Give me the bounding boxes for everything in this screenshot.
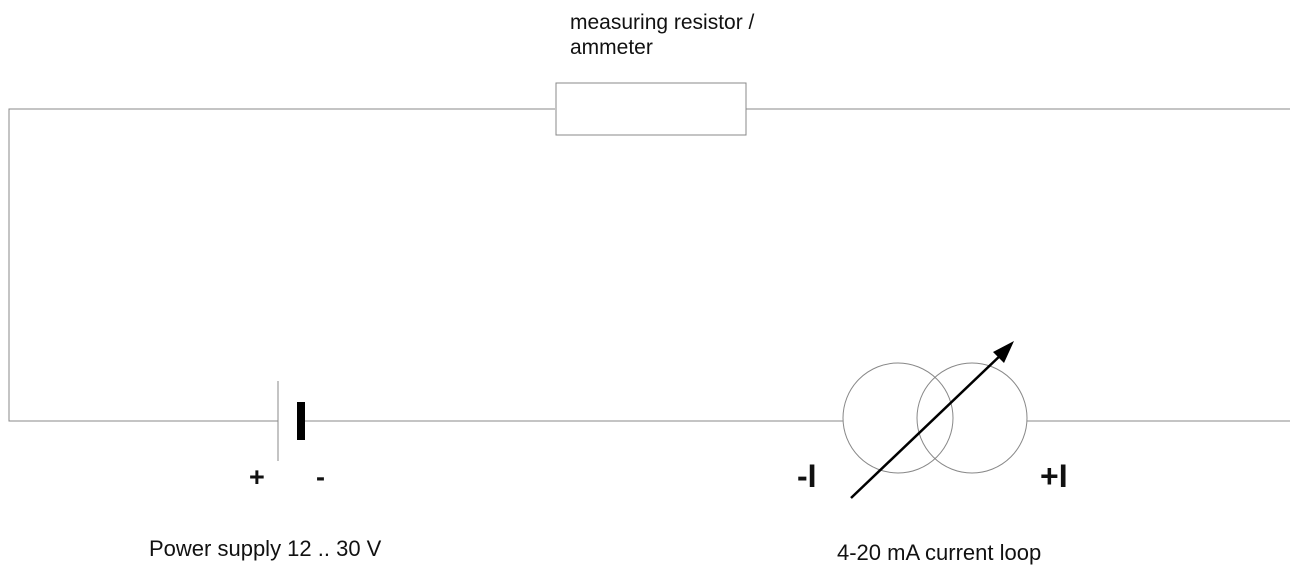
- adjustable-arrow-shaft: [850, 351, 1005, 499]
- wire-top-left: [8, 108, 555, 422]
- power-supply-label: Power supply 12 .. 30 V: [149, 536, 382, 561]
- current-source-plus-label: +I: [1040, 458, 1068, 494]
- resistor-label: measuring resistor / ammeter: [570, 10, 754, 60]
- current-source-left-circle: [842, 362, 954, 474]
- resistor-box: [555, 82, 747, 136]
- battery-minus-label: -: [316, 462, 325, 492]
- current-source-minus-label: -I: [797, 458, 817, 494]
- current-loop-label: 4-20 mA current loop: [837, 540, 1042, 565]
- resistor-label-line1: measuring resistor /: [570, 11, 755, 34]
- battery-plus-label: +: [249, 462, 265, 492]
- current-source-right-circle: [916, 362, 1028, 474]
- resistor-label-line2: ammeter: [570, 36, 653, 59]
- battery-minus-plate: [297, 402, 305, 440]
- adjustable-arrow-head-icon: [993, 341, 1014, 363]
